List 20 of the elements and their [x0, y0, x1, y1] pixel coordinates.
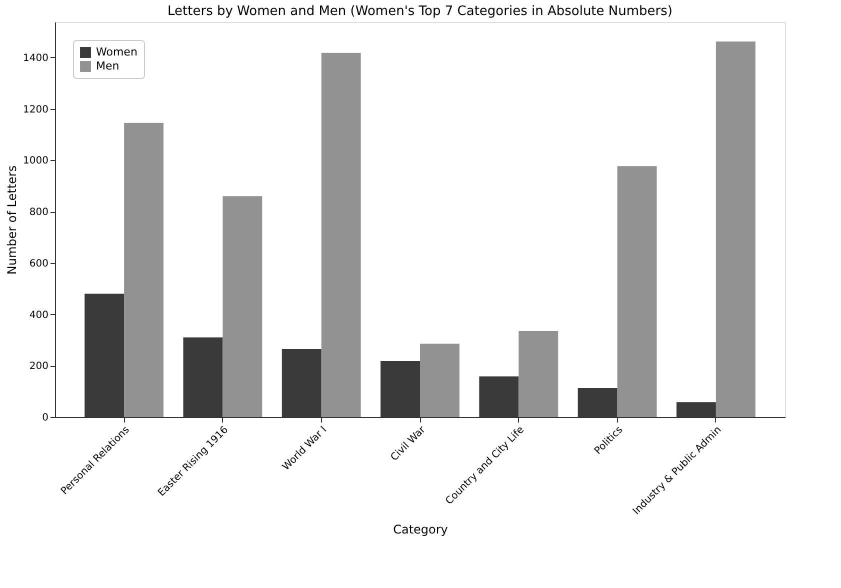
y-axis-title: Number of Letters — [5, 165, 20, 275]
y-tick-label: 600 — [29, 258, 48, 270]
bar — [222, 196, 262, 417]
y-tick-label: 400 — [29, 310, 48, 321]
chart-title: Letters by Women and Men (Women's Top 7 Categories in Absolute Numbers) — [168, 4, 672, 19]
y-tick-label: 1400 — [23, 52, 48, 64]
bar — [420, 344, 460, 417]
bar — [716, 42, 756, 417]
bar — [518, 330, 558, 417]
bar — [321, 52, 361, 417]
bar — [617, 166, 657, 417]
y-tick-label: 1200 — [23, 104, 48, 116]
y-tick-label: 1000 — [23, 156, 48, 167]
legend-label: Men — [96, 60, 120, 72]
y-tick-label: 0 — [42, 412, 48, 424]
y-tick-label: 800 — [29, 207, 48, 218]
bar — [124, 122, 164, 417]
legend-label: Women — [96, 46, 138, 58]
x-axis-title: Category — [393, 522, 448, 536]
y-tick-label: 200 — [29, 361, 48, 372]
